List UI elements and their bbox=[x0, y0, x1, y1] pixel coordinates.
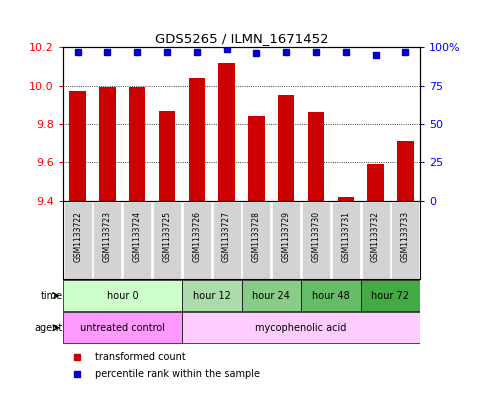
Text: GSM1133723: GSM1133723 bbox=[103, 211, 112, 262]
Text: hour 0: hour 0 bbox=[107, 290, 138, 301]
Bar bbox=[123, 202, 151, 279]
Text: hour 12: hour 12 bbox=[193, 290, 231, 301]
Text: GSM1133730: GSM1133730 bbox=[312, 211, 320, 262]
Text: transformed count: transformed count bbox=[95, 352, 185, 362]
Text: GSM1133731: GSM1133731 bbox=[341, 211, 350, 262]
Bar bbox=[159, 110, 175, 201]
Bar bbox=[278, 95, 294, 201]
Bar bbox=[361, 280, 420, 311]
Text: GSM1133727: GSM1133727 bbox=[222, 211, 231, 262]
Bar bbox=[183, 202, 211, 279]
Text: agent: agent bbox=[35, 323, 63, 333]
Bar bbox=[189, 78, 205, 201]
Bar bbox=[397, 141, 413, 201]
Title: GDS5265 / ILMN_1671452: GDS5265 / ILMN_1671452 bbox=[155, 31, 328, 44]
Text: time: time bbox=[41, 290, 63, 301]
Text: percentile rank within the sample: percentile rank within the sample bbox=[95, 369, 260, 379]
Bar bbox=[182, 280, 242, 311]
Bar bbox=[94, 202, 121, 279]
Bar bbox=[218, 62, 235, 201]
Text: mycophenolic acid: mycophenolic acid bbox=[256, 323, 347, 333]
Bar bbox=[308, 112, 324, 201]
Text: hour 72: hour 72 bbox=[371, 290, 410, 301]
Bar bbox=[153, 202, 181, 279]
Text: GSM1133729: GSM1133729 bbox=[282, 211, 291, 262]
Text: GSM1133722: GSM1133722 bbox=[73, 211, 82, 262]
Text: GSM1133728: GSM1133728 bbox=[252, 211, 261, 262]
Text: GSM1133733: GSM1133733 bbox=[401, 211, 410, 262]
Text: untreated control: untreated control bbox=[80, 323, 165, 333]
Bar bbox=[129, 88, 145, 201]
Bar bbox=[64, 202, 92, 279]
Bar bbox=[63, 312, 182, 343]
Bar bbox=[99, 88, 115, 201]
Bar bbox=[362, 202, 389, 279]
Bar bbox=[213, 202, 241, 279]
Bar bbox=[338, 197, 354, 201]
Bar bbox=[368, 164, 384, 201]
Text: GSM1133724: GSM1133724 bbox=[133, 211, 142, 262]
Bar bbox=[70, 91, 86, 201]
Bar bbox=[242, 202, 270, 279]
Bar bbox=[248, 116, 265, 201]
Bar bbox=[242, 280, 301, 311]
Bar bbox=[272, 202, 300, 279]
Text: hour 48: hour 48 bbox=[312, 290, 350, 301]
Bar bbox=[301, 280, 361, 311]
Text: hour 24: hour 24 bbox=[252, 290, 290, 301]
Bar bbox=[391, 202, 419, 279]
Bar bbox=[182, 312, 420, 343]
Text: GSM1133732: GSM1133732 bbox=[371, 211, 380, 262]
Text: GSM1133726: GSM1133726 bbox=[192, 211, 201, 262]
Bar bbox=[63, 280, 182, 311]
Bar bbox=[332, 202, 360, 279]
Text: GSM1133725: GSM1133725 bbox=[163, 211, 171, 262]
Bar bbox=[302, 202, 330, 279]
